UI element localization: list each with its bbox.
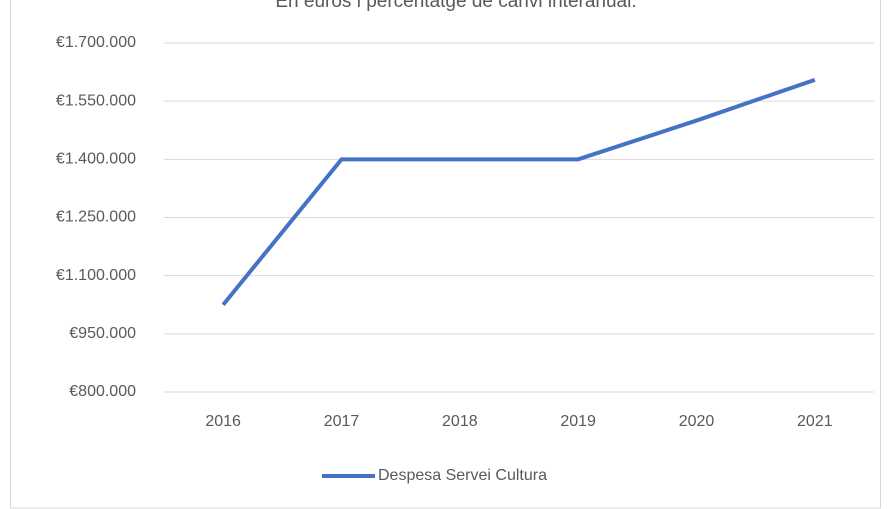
x-tick-label: 2018 [442, 413, 478, 430]
y-tick-label: €1.250.000 [56, 209, 136, 226]
x-tick-label: 2019 [560, 413, 596, 430]
chart-frame [10, 0, 881, 509]
x-tick-label: 2017 [324, 413, 360, 430]
chart-title: En euros i percentatge de canvi interanu… [275, 0, 636, 12]
x-tick-label: 2021 [797, 413, 833, 430]
y-tick-label: €1.400.000 [56, 151, 136, 168]
y-tick-label: €800.000 [69, 383, 136, 400]
x-tick-label: 2020 [679, 413, 715, 430]
line-series [221, 77, 816, 307]
y-tick-label: €950.000 [69, 325, 136, 342]
y-tick-label: €1.550.000 [56, 92, 136, 109]
y-tick-label: €1.700.000 [56, 34, 136, 51]
legend-label: Despesa Servei Cultura [378, 467, 547, 484]
x-tick-label: 2016 [205, 413, 241, 430]
y-tick-label: €1.100.000 [56, 267, 136, 284]
